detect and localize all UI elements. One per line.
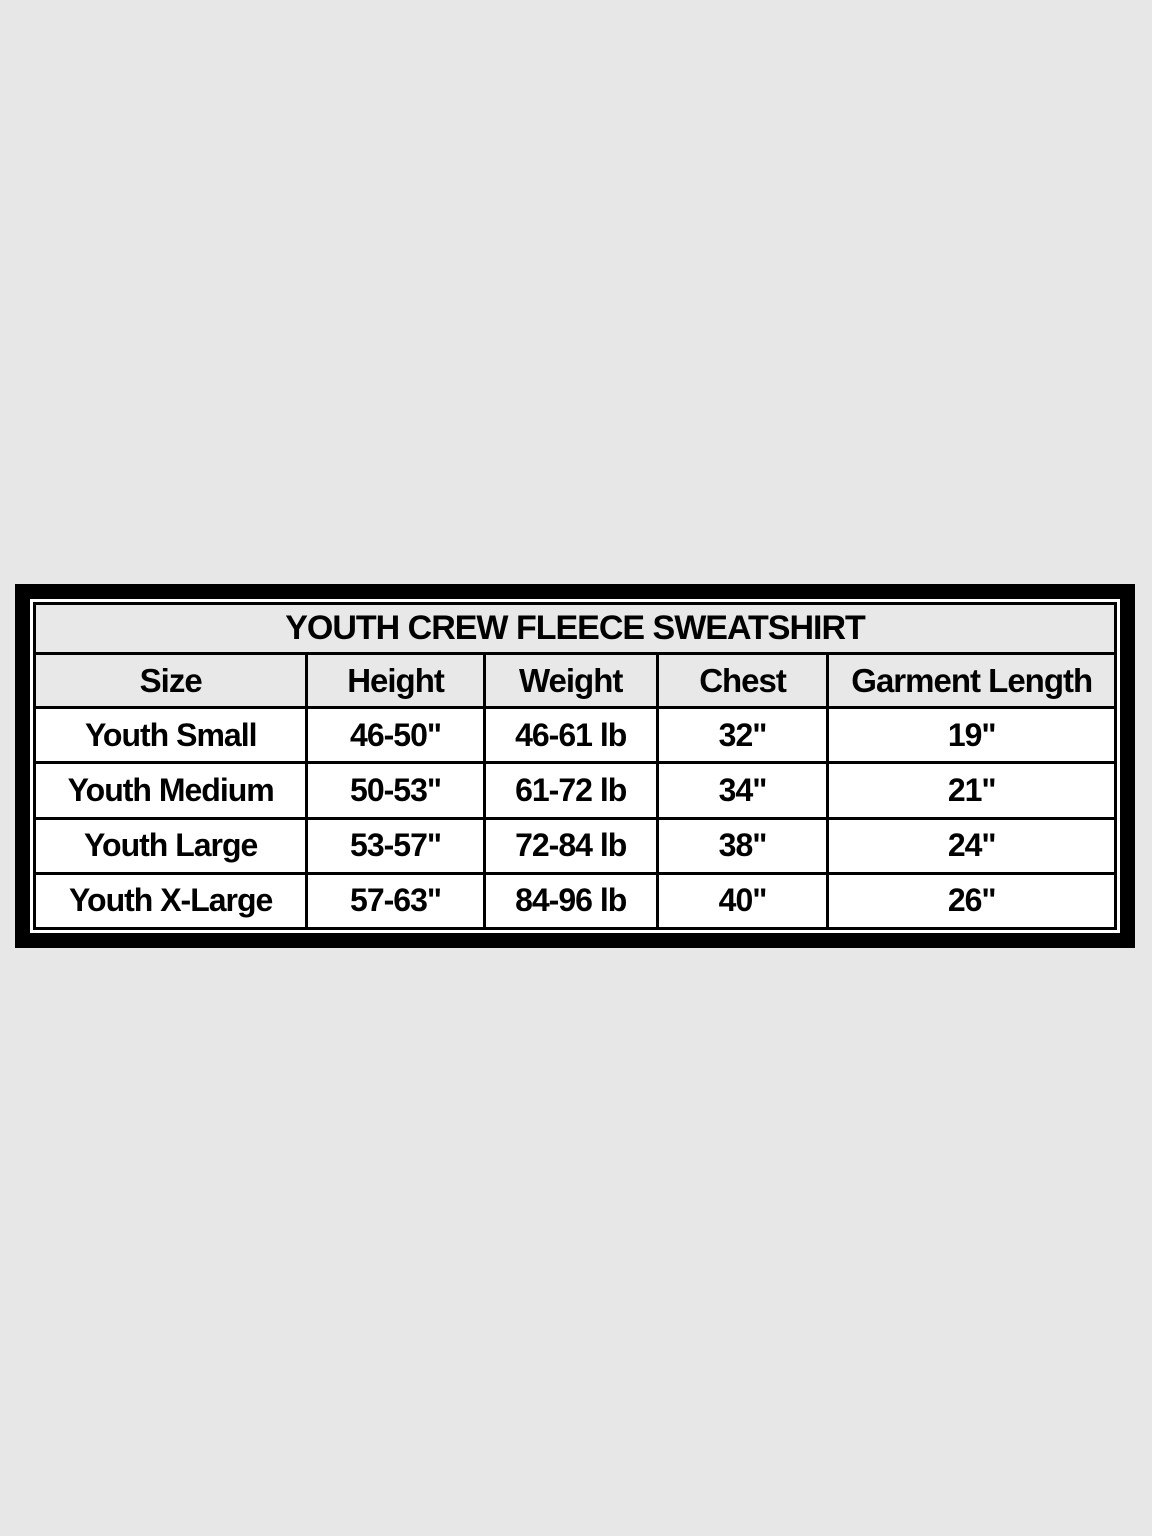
- column-header-size: Size: [32, 652, 309, 709]
- table-cell: 40": [655, 871, 830, 931]
- table-cell: Youth X-Large: [32, 871, 309, 931]
- table-title: YOUTH CREW FLEECE SWEATSHIRT: [33, 602, 1117, 655]
- table-row-youth-large: Youth Large 53-57" 72-84 lb 38" 24": [32, 816, 1117, 875]
- column-header-chest: Chest: [655, 652, 830, 709]
- table-cell: 32": [655, 705, 830, 765]
- table-cell: 46-50": [305, 705, 486, 765]
- table-cell: Youth Medium: [32, 761, 309, 820]
- table-cell: Youth Large: [32, 816, 309, 875]
- table-cell: 57-63": [305, 871, 486, 931]
- table-row-youth-medium: Youth Medium 50-53" 61-72 lb 34" 21": [32, 761, 1117, 820]
- column-header-garment-length: Garment Length: [826, 652, 1117, 709]
- table-cell: 46-61 lb: [482, 705, 659, 765]
- table-cell: 72-84 lb: [482, 816, 659, 875]
- table-row-youth-small: Youth Small 46-50" 46-61 lb 32" 19": [32, 705, 1117, 765]
- table-title-row: YOUTH CREW FLEECE SWEATSHIRT: [33, 602, 1117, 655]
- table-header-row: Size Height Weight Chest Garment Length: [32, 652, 1117, 709]
- table-row-youth-x-large: Youth X-Large 57-63" 84-96 lb 40" 26": [32, 871, 1117, 931]
- size-chart-frame: YOUTH CREW FLEECE SWEATSHIRT Size Height…: [15, 584, 1135, 948]
- table-cell: 50-53": [305, 761, 486, 820]
- table-cell: 21": [826, 761, 1117, 820]
- table-cell: 34": [655, 761, 830, 820]
- table-cell: 84-96 lb: [482, 871, 659, 931]
- table-cell: 26": [826, 871, 1117, 931]
- column-header-height: Height: [305, 652, 486, 709]
- table-cell: Youth Small: [32, 705, 309, 765]
- size-chart-table: YOUTH CREW FLEECE SWEATSHIRT Size Height…: [32, 602, 1117, 931]
- table-cell: 38": [655, 816, 830, 875]
- table-cell: 61-72 lb: [482, 761, 659, 820]
- table-cell: 24": [826, 816, 1117, 875]
- table-cell: 19": [826, 705, 1117, 765]
- column-header-weight: Weight: [482, 652, 659, 709]
- table-cell: 53-57": [305, 816, 486, 875]
